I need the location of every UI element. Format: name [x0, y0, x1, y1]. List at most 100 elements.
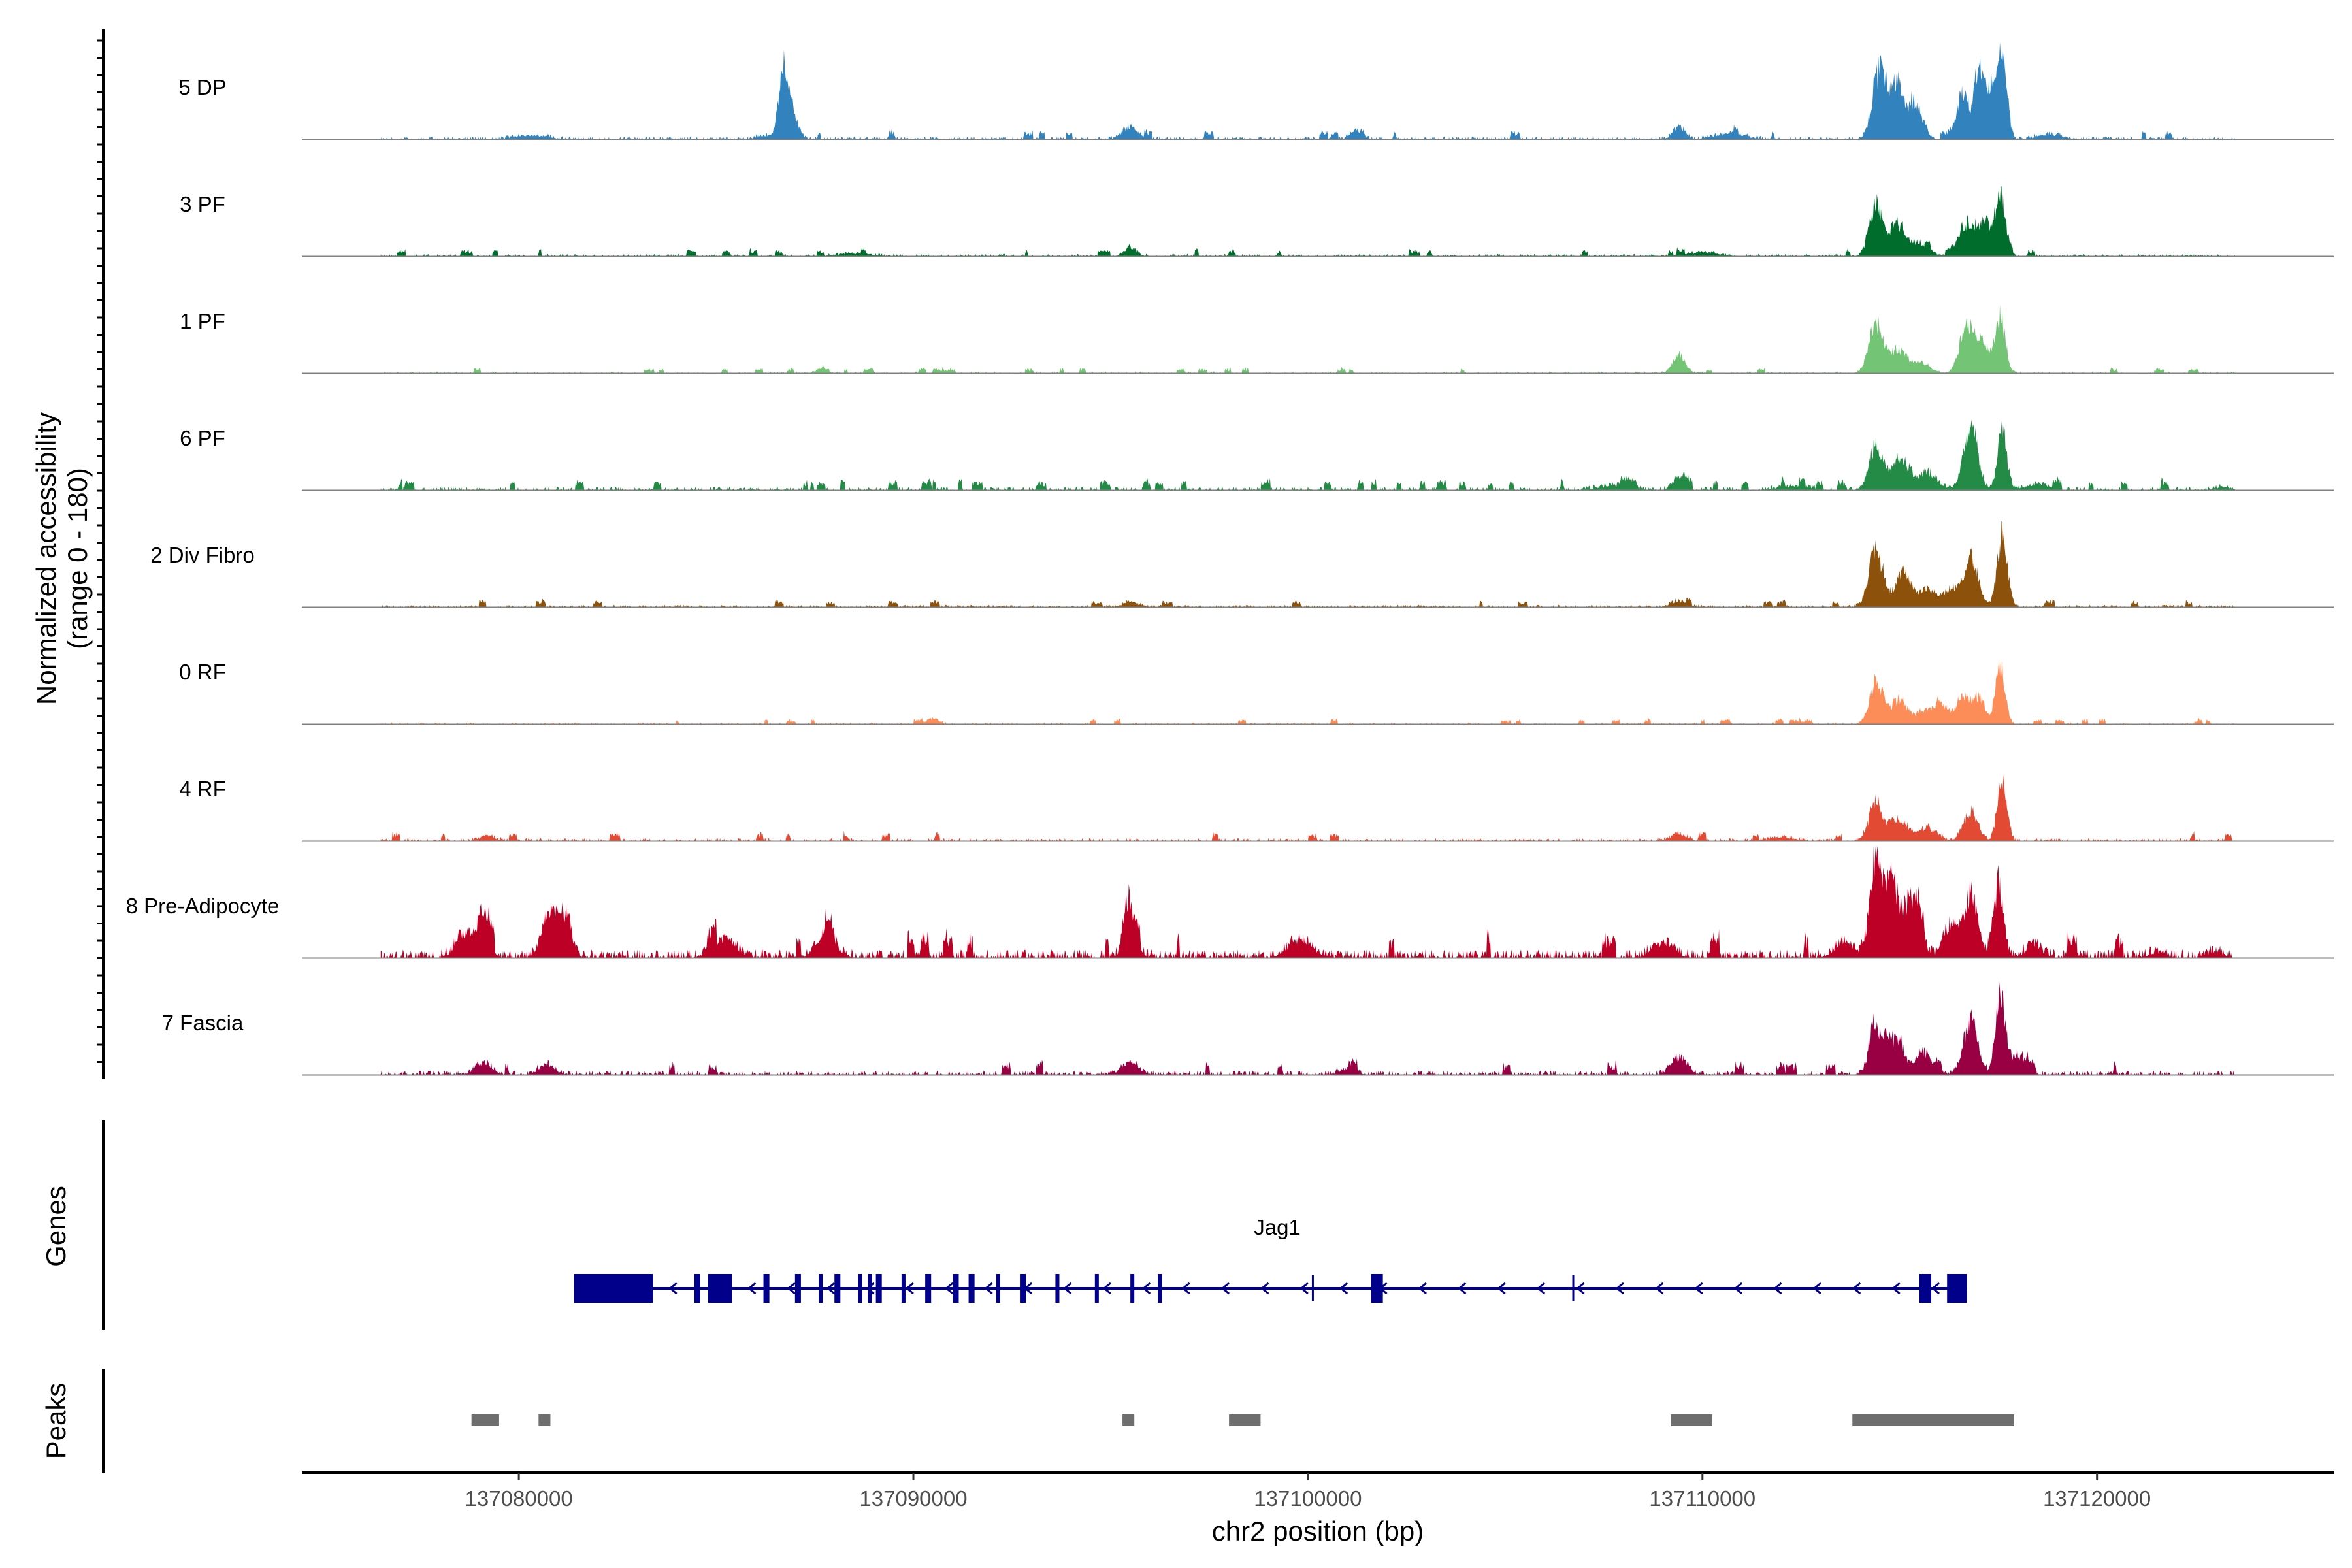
gene-exon	[996, 1274, 1000, 1303]
x-tick-label: 137100000	[1254, 1486, 1362, 1511]
gene-exon	[1094, 1274, 1099, 1303]
strand-arrow	[1891, 1282, 1901, 1295]
gene-exon	[1130, 1274, 1135, 1303]
y-axis-title-line2: (range 0 - 180)	[62, 468, 93, 649]
strand-arrow	[1497, 1282, 1506, 1295]
genes-track-label: Genes	[41, 1186, 71, 1267]
coverage-tracks: 5 DP 3 PF 1 PF 6 PF 2 Div Fibro 0 RF 4 RF 8 Pre…	[126, 42, 2334, 1076]
track-label-5-dp: 5 DP	[178, 75, 226, 99]
gene-exon	[875, 1274, 882, 1303]
peak-regions	[471, 1414, 2014, 1426]
strand-arrow	[1418, 1282, 1427, 1295]
strand-arrow	[1654, 1282, 1664, 1295]
strand-arrow	[1260, 1282, 1269, 1295]
track-3-pf: 3 PF	[180, 186, 2334, 257]
genes-track: Genes Jag1	[41, 1120, 1967, 1330]
coverage-area-8-pre-adipocyte	[380, 845, 2235, 958]
y-axis-title-line1: Normalized accessibility	[31, 412, 61, 705]
peaks-track-label: Peaks	[41, 1383, 71, 1460]
track-label-1-pf: 1 PF	[180, 309, 225, 333]
gene-exon	[953, 1274, 959, 1303]
y-axis-title: Normalized accessibility (range 0 - 180)	[31, 412, 93, 705]
strand-arrow	[1694, 1282, 1703, 1295]
track-7-fascia: 7 Fascia	[162, 981, 2334, 1076]
coverage-y-axis	[97, 29, 105, 1079]
track-label-4-rf: 4 RF	[179, 777, 226, 801]
gene-model	[574, 1274, 1967, 1303]
track-label-3-pf: 3 PF	[180, 192, 225, 216]
track-label-8-pre-adipocyte: 8 Pre-Adipocyte	[126, 894, 280, 918]
strand-arrow	[826, 1282, 836, 1295]
strand-arrow	[1181, 1282, 1190, 1295]
peaks-track: Peaks	[41, 1369, 2014, 1473]
gene-exon	[834, 1274, 841, 1303]
strand-arrow	[1339, 1282, 1348, 1295]
gene-exon	[1020, 1274, 1026, 1303]
strand-arrow	[944, 1282, 954, 1295]
track-0-rf: 0 RF	[179, 658, 2334, 725]
gene-exon	[819, 1274, 823, 1303]
gene-exon	[925, 1274, 932, 1303]
track-2-div-fibro: 2 Div Fibro	[150, 521, 2334, 608]
strand-arrow	[1536, 1282, 1546, 1295]
x-axis: 137080000 137090000 137100000 137110000 1371…	[302, 1471, 2334, 1511]
x-tick-label: 137110000	[1649, 1486, 1756, 1511]
track-8-pre-adipocyte: 8 Pre-Adipocyte	[126, 845, 2334, 959]
track-label-2-div-fibro: 2 Div Fibro	[150, 543, 255, 567]
strand-arrow	[1931, 1282, 1940, 1295]
strand-arrow	[1733, 1282, 1743, 1295]
track-6-pf: 6 PF	[180, 419, 2334, 491]
peak-region	[538, 1414, 551, 1426]
gene-exon	[794, 1274, 801, 1303]
gene-exon	[763, 1274, 770, 1303]
strand-arrow	[1299, 1282, 1309, 1295]
peak-region	[1229, 1414, 1261, 1426]
strand-arrow	[747, 1282, 757, 1295]
gene-exon	[1947, 1274, 1967, 1303]
strand-arrow	[668, 1282, 678, 1295]
strand-arrow	[1063, 1282, 1072, 1295]
gene-exon	[1919, 1274, 1932, 1303]
strand-arrow	[984, 1282, 993, 1295]
strand-arrow	[905, 1282, 914, 1295]
strand-arrow	[1576, 1282, 1585, 1295]
gene-marker	[1311, 1275, 1314, 1301]
track-label-7-fascia: 7 Fascia	[162, 1011, 244, 1035]
gene-exon	[868, 1274, 872, 1303]
strand-arrow	[1615, 1282, 1624, 1295]
peak-region	[1122, 1414, 1135, 1426]
strand-arrow	[1852, 1282, 1861, 1295]
gene-exon	[694, 1274, 700, 1303]
strand-arrow	[1141, 1282, 1151, 1295]
gene-exon	[858, 1274, 862, 1303]
strand-arrow	[1220, 1282, 1230, 1295]
gene-exon	[901, 1274, 906, 1303]
track-5-dp: 5 DP	[178, 42, 2334, 140]
strand-arrow	[1812, 1282, 1821, 1295]
gene-exon	[1158, 1274, 1162, 1303]
gene-exon	[1055, 1274, 1060, 1303]
x-tick-label: 137120000	[2043, 1486, 2151, 1511]
track-1-pf: 1 PF	[180, 304, 2334, 374]
gene-exon	[1371, 1274, 1383, 1303]
strand-arrow	[1458, 1282, 1467, 1295]
gene-exon	[968, 1274, 975, 1303]
track-4-rf: 4 RF	[179, 773, 2334, 842]
peak-region	[1852, 1414, 2014, 1426]
strand-arrow	[1102, 1282, 1111, 1295]
track-label-0-rf: 0 RF	[179, 660, 226, 684]
gene-exon	[708, 1274, 732, 1303]
gene-name-label: Jag1	[1254, 1215, 1301, 1239]
x-tick-label: 137080000	[465, 1486, 573, 1511]
peak-region	[1671, 1414, 1712, 1426]
strand-arrow	[1773, 1282, 1782, 1295]
strand-arrow	[787, 1282, 796, 1295]
gene-marker	[1572, 1275, 1575, 1301]
x-axis-title: chr2 position (bp)	[1212, 1516, 1424, 1546]
track-label-6-pf: 6 PF	[180, 426, 225, 450]
gene-exon	[574, 1274, 653, 1303]
peak-region	[471, 1414, 499, 1426]
x-tick-label: 137090000	[859, 1486, 967, 1511]
